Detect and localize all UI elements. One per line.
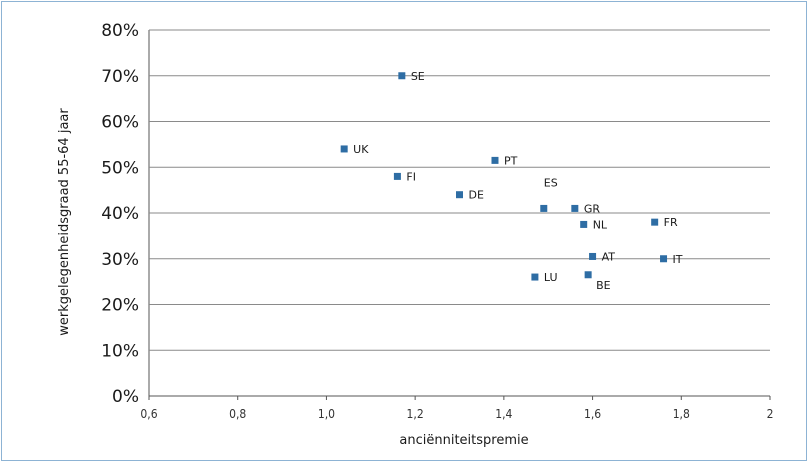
point-pt bbox=[491, 156, 499, 164]
point-es bbox=[540, 204, 548, 212]
y-tick-label: 20% bbox=[101, 296, 139, 316]
point-nl bbox=[580, 220, 588, 228]
point-it bbox=[660, 255, 668, 263]
y-tick-label: 40% bbox=[101, 204, 139, 224]
x-tick-label: 1,2 bbox=[407, 407, 424, 421]
point-label-nl: NL bbox=[593, 218, 608, 231]
y-tick-label: 10% bbox=[101, 341, 139, 361]
point-label-fi: FI bbox=[406, 170, 416, 183]
x-tick-label: 0,8 bbox=[229, 407, 246, 421]
point-label-at: AT bbox=[602, 250, 616, 263]
x-tick-label: 1,8 bbox=[673, 407, 690, 421]
point-label-fr: FR bbox=[664, 216, 678, 229]
y-tick-label: 50% bbox=[101, 158, 139, 178]
x-tick-label: 1,6 bbox=[584, 407, 601, 421]
point-label-uk: UK bbox=[353, 143, 369, 156]
point-label-be: BE bbox=[596, 279, 611, 292]
point-se bbox=[398, 72, 406, 80]
x-tick-label: 1,0 bbox=[318, 407, 335, 421]
point-at bbox=[589, 252, 597, 260]
point-fr bbox=[651, 218, 659, 226]
point-label-se: SE bbox=[411, 70, 425, 83]
data-points: SE UK PT FI DE ES GR FR NL AT IT LU BE bbox=[340, 70, 683, 292]
point-label-es: ES bbox=[544, 176, 558, 189]
y-tick-label: 70% bbox=[101, 67, 139, 87]
point-de bbox=[456, 191, 463, 199]
y-tick-label: 30% bbox=[101, 250, 139, 270]
point-label-it: IT bbox=[673, 253, 683, 266]
x-tick-label: 1,4 bbox=[495, 407, 512, 421]
y-tick-label: 80% bbox=[101, 21, 139, 41]
point-label-gr: GR bbox=[584, 202, 601, 215]
y-tick-labels: 0% 10% 20% 30% 40% 50% 60% 70% 80% bbox=[101, 21, 139, 407]
point-label-de: DE bbox=[469, 189, 484, 202]
point-fi bbox=[393, 172, 401, 180]
x-axis-label: anciënniteitspremie bbox=[399, 433, 528, 448]
point-be bbox=[584, 271, 592, 279]
point-uk bbox=[340, 145, 348, 153]
point-label-pt: PT bbox=[504, 154, 518, 167]
point-gr bbox=[571, 204, 579, 212]
y-tick-label: 60% bbox=[101, 113, 139, 133]
y-tick-label: 0% bbox=[112, 387, 139, 407]
gridlines bbox=[148, 29, 771, 400]
point-label-lu: LU bbox=[544, 271, 558, 284]
y-axis-label: werkgelegenheidsgraad 55-64 jaar bbox=[57, 108, 72, 336]
x-tick-label: 0,6 bbox=[140, 407, 157, 421]
point-lu bbox=[531, 273, 539, 281]
x-tick-label: 2 bbox=[767, 407, 774, 421]
x-tick-labels: 0,6 0,8 1,0 1,2 1,4 1,6 1,8 2 bbox=[140, 407, 773, 421]
